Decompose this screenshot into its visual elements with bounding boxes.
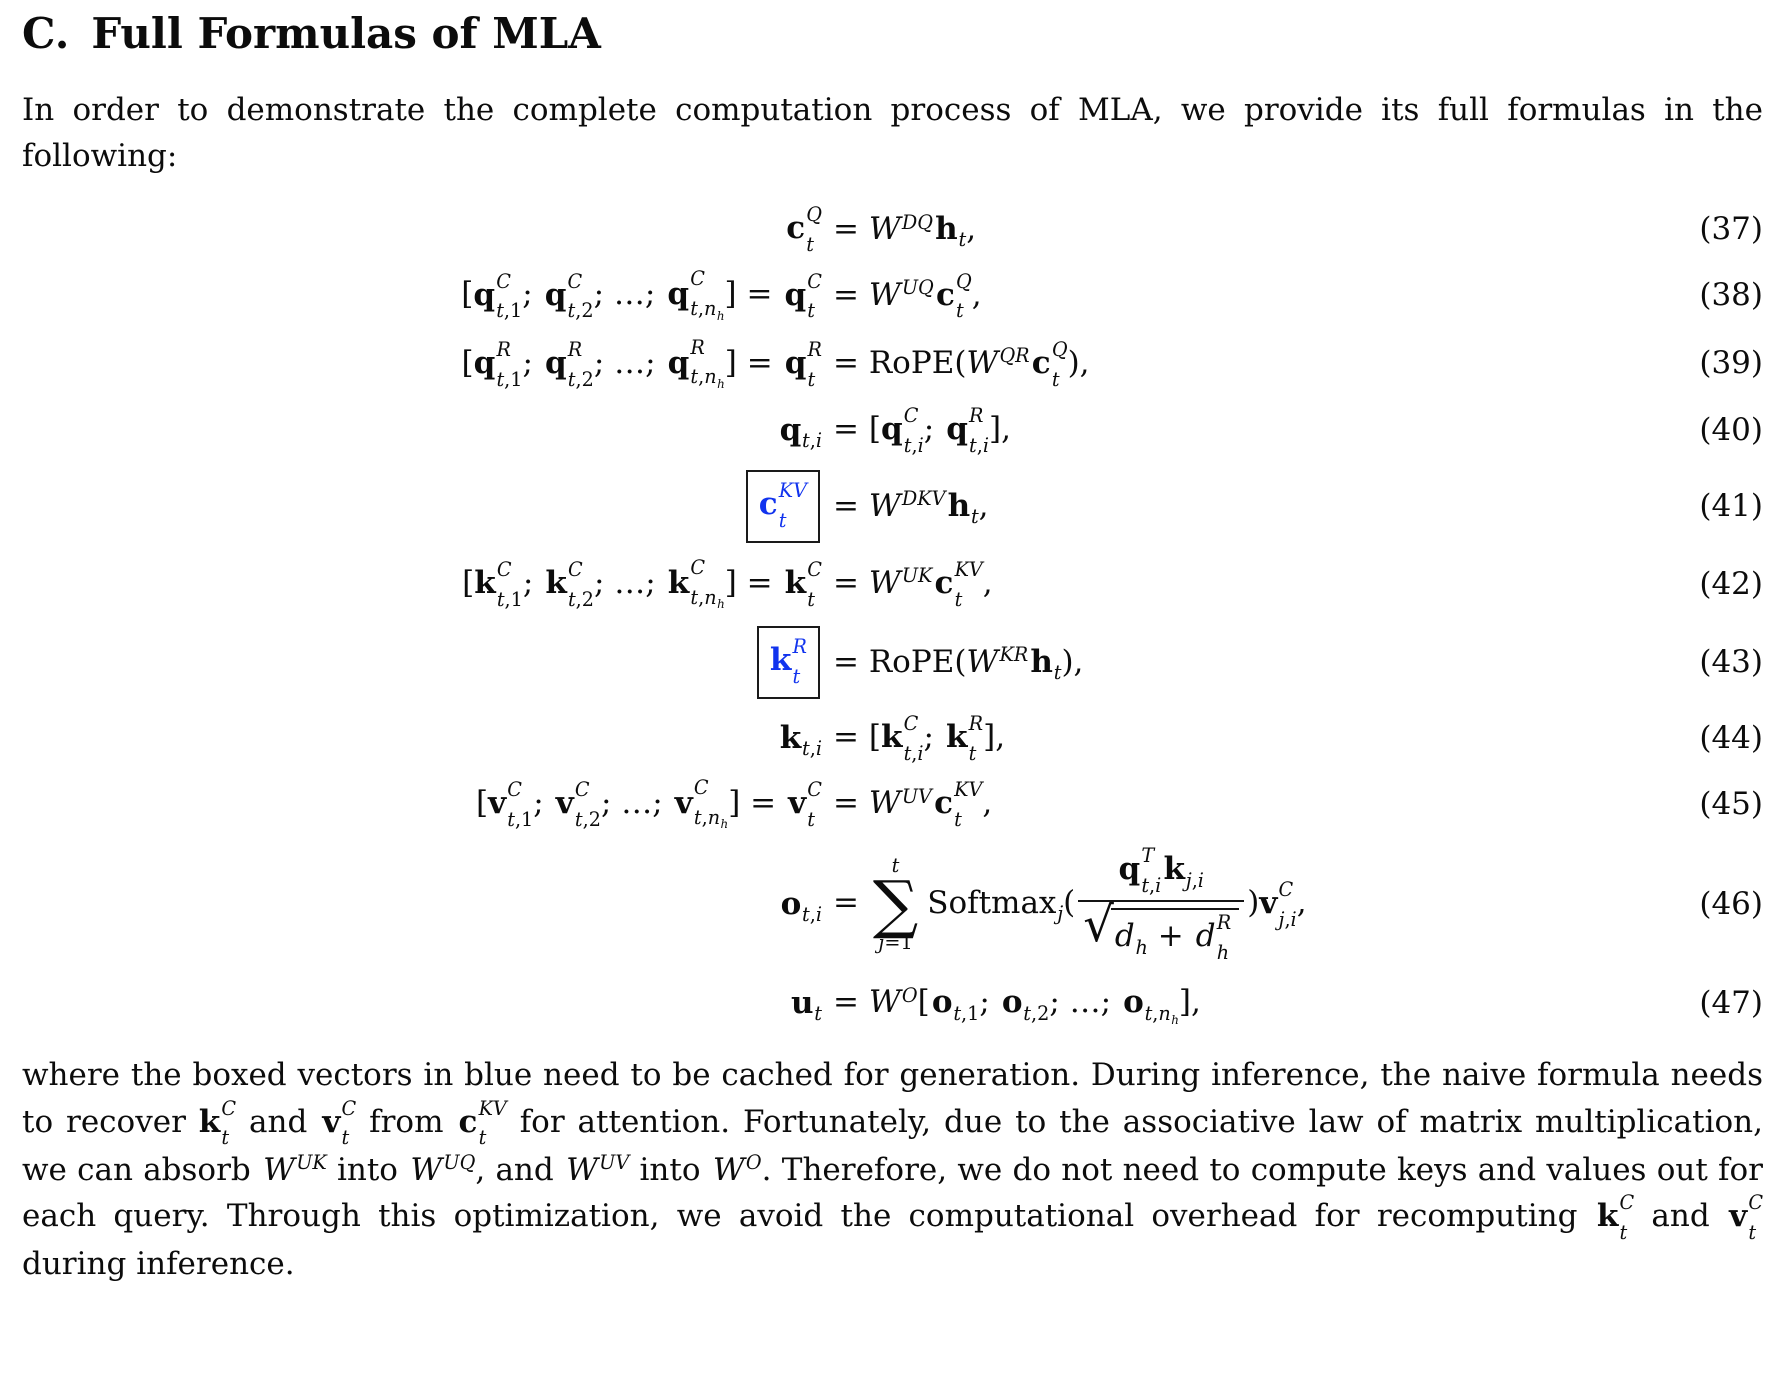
equation-row-41: c KV t = WDKVht, (41) — [22, 469, 1763, 543]
equation-number: (38) — [1699, 277, 1763, 314]
equation-number: (37) — [1699, 211, 1763, 248]
equation-lhs: qt,i — [779, 411, 822, 452]
equation-rhs: = WUKc KV t, — [833, 557, 993, 611]
equation-lhs: c KV t — [22, 469, 822, 543]
equation-lhs: ot,i — [780, 885, 822, 926]
equation-rhs: = WDQht, — [833, 210, 977, 252]
equation-row-47: ut = WO[ot,1; ot,2; …; ot,nh], (47) — [22, 980, 1763, 1027]
equation-rhs: = WO[ot,1; ot,2; …; ot,nh], — [833, 983, 1201, 1028]
equation-number: (43) — [1699, 643, 1763, 680]
intro-paragraph: In order to demonstrate the complete com… — [22, 92, 1763, 174]
equation-lhs: ut — [790, 984, 822, 1026]
equation-rhs: = WDKVht, — [833, 487, 989, 528]
equation-rhs: = RoPE(WKRht), — [833, 643, 1084, 685]
equation-number: (41) — [1699, 487, 1763, 524]
section-number: C. — [22, 9, 70, 58]
section-title: Full Formulas of MLA — [91, 9, 601, 58]
equation-number: (47) — [1699, 984, 1763, 1021]
equation-number: (45) — [1699, 785, 1763, 822]
equation-number: (46) — [1699, 885, 1763, 922]
equation-rhs: = WUVc KV t, — [833, 778, 993, 831]
section-heading: C. Full Formulas of MLA — [22, 9, 1763, 58]
equation-lhs: kt,i — [779, 719, 822, 761]
equation-number: (42) — [1699, 565, 1763, 602]
equation-number: (40) — [1699, 411, 1763, 448]
equation-number: (44) — [1699, 719, 1763, 756]
equation-number: (39) — [1699, 345, 1763, 382]
cached-vector-box: c KV t — [745, 469, 820, 543]
closing-paragraph: where the boxed vectors in blue need to … — [22, 1057, 1764, 1283]
